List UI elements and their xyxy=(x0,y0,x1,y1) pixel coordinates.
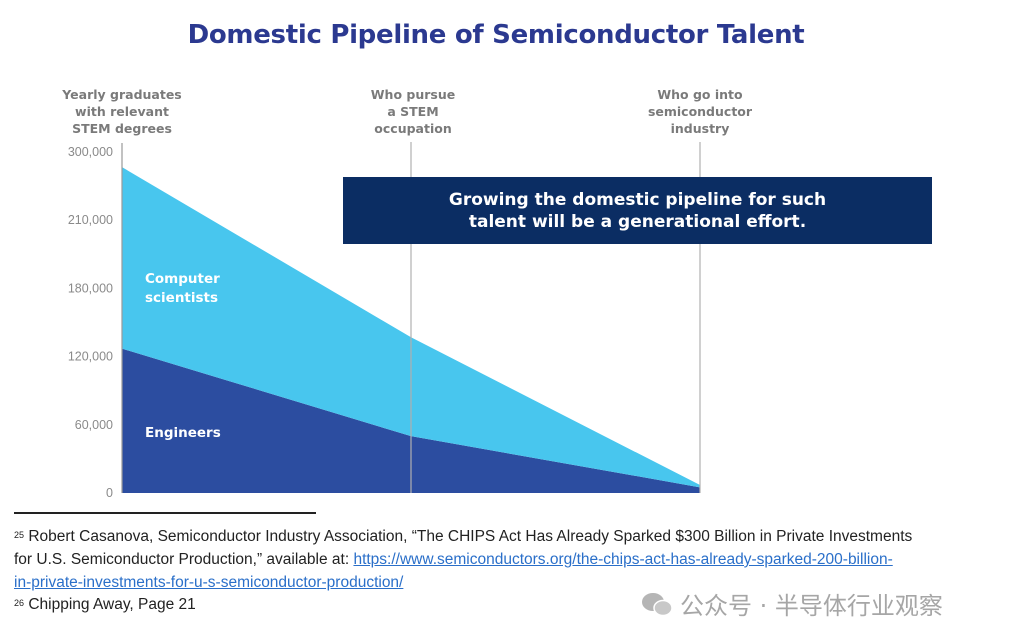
callout-line: talent will be a generational effort. xyxy=(468,211,807,232)
y-tick-label: 210,000 xyxy=(68,213,113,227)
series-label-line: scientists xyxy=(145,290,219,306)
stage-label-line: Yearly graduates xyxy=(62,87,182,102)
y-tick-label: 180,000 xyxy=(68,281,113,295)
footnote-divider xyxy=(14,512,316,514)
footnote-25: 25 Robert Casanova, Semiconductor Indust… xyxy=(14,526,912,548)
y-tick-label: 60,000 xyxy=(75,418,113,432)
footnote-number: 26 xyxy=(14,598,25,608)
footnote-25-line2: for U.S. Semiconductor Production,” avai… xyxy=(14,549,893,571)
series-label-line: Computer xyxy=(145,271,220,287)
footnote-text: Robert Casanova, Semiconductor Industry … xyxy=(28,528,913,545)
stage-label-semiconductor: Who go into semiconductor industry xyxy=(610,86,790,137)
y-tick-label: 0 xyxy=(106,486,113,500)
stage-label-line: with relevant xyxy=(75,104,169,119)
y-tick-label: 120,000 xyxy=(68,350,113,364)
stage-label-stem-occupation: Who pursue a STEM occupation xyxy=(323,86,503,137)
stage-label-line: a STEM xyxy=(387,104,439,119)
area-engineers xyxy=(122,348,700,493)
footnote-link[interactable]: https://www.semiconductors.org/the-chips… xyxy=(353,551,893,568)
wechat-icon xyxy=(642,592,673,616)
stage-label-line: Who go into xyxy=(657,87,743,102)
footnote-text: for U.S. Semiconductor Production,” avai… xyxy=(14,551,354,568)
stage-label-graduates: Yearly graduates with relevant STEM degr… xyxy=(32,86,212,137)
stage-label-line: semiconductor xyxy=(647,104,753,119)
footnote-link-continued[interactable]: in-private-investments-for-u-s-semicondu… xyxy=(14,574,404,591)
series-label-engineers: Engineers xyxy=(145,424,221,443)
callout-line: Growing the domestic pipeline for such xyxy=(448,189,827,210)
series-label-computer-scientists: Computer scientists xyxy=(145,270,220,308)
y-tick-label: 300,000 xyxy=(68,145,113,159)
footnote-number: 25 xyxy=(14,530,25,540)
stage-label-line: industry xyxy=(670,121,730,136)
series-label-line: Engineers xyxy=(145,425,221,441)
footnote-text: Chipping Away, Page 21 xyxy=(28,596,196,613)
chart-title: Domestic Pipeline of Semiconductor Talen… xyxy=(187,20,805,50)
watermark: 公众号 · 半导体行业观察 xyxy=(640,586,943,621)
watermark-text: 公众号 · 半导体行业观察 xyxy=(680,592,943,620)
stage-label-line: STEM degrees xyxy=(72,121,172,136)
stage-label-line: occupation xyxy=(374,121,452,136)
footnote-26: 26 Chipping Away, Page 21 xyxy=(14,594,196,616)
callout-box: Growing the domestic pipeline for such t… xyxy=(343,177,932,244)
stage-label-line: Who pursue xyxy=(370,87,456,102)
footnote-25-line3: in-private-investments-for-u-s-semicondu… xyxy=(14,572,403,594)
